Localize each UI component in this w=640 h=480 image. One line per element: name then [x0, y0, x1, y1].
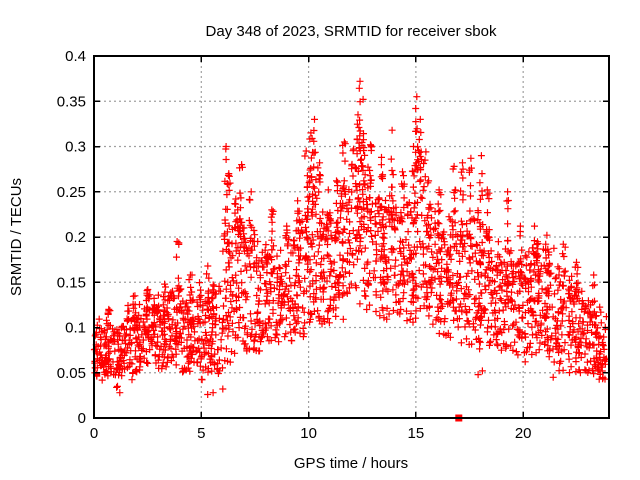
y-tick-label: 0.3: [65, 139, 86, 156]
x-tick-label: 5: [197, 425, 205, 442]
axis-tick-labels: 0 5 10 15 20 0 0.05 0.1 0.15 0.2 0.25 0.3 0.35 0.4: [57, 48, 532, 442]
y-tick-label: 0.2: [65, 229, 86, 246]
x-tick-label: 15: [408, 425, 425, 442]
chart-title: Day 348 of 2023, SRMTID for receiver sbo…: [206, 23, 497, 40]
y-tick-label: 0: [78, 410, 86, 427]
y-tick-label: 0.15: [57, 274, 86, 291]
y-tick-label: 0.35: [57, 93, 86, 110]
y-tick-label: 0.1: [65, 320, 86, 337]
x-tick-label: 10: [300, 425, 317, 442]
y-tick-label: 0.4: [65, 48, 86, 65]
y-axis-label: SRMTID / TECUs: [8, 178, 25, 296]
y-tick-label: 0.05: [57, 365, 86, 382]
axis-ticks: [93, 55, 609, 419]
x-axis-label: GPS time / hours: [294, 455, 408, 472]
y-tick-label: 0.25: [57, 184, 86, 201]
scatter-series: [90, 77, 610, 398]
x-tick-label: 0: [90, 425, 98, 442]
x-tick-label: 20: [515, 425, 532, 442]
